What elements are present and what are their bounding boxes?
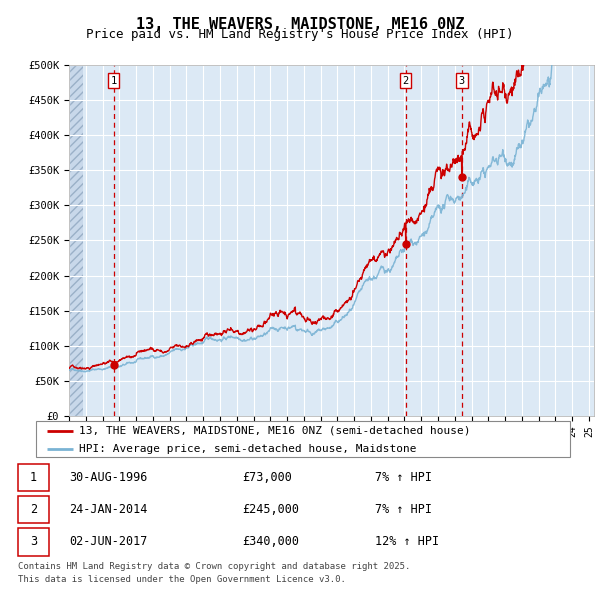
FancyBboxPatch shape <box>18 529 49 556</box>
Text: 1: 1 <box>110 76 117 86</box>
FancyBboxPatch shape <box>36 421 570 457</box>
Text: £73,000: £73,000 <box>242 471 292 484</box>
Text: 2: 2 <box>403 76 409 86</box>
Text: 13, THE WEAVERS, MAIDSTONE, ME16 0NZ: 13, THE WEAVERS, MAIDSTONE, ME16 0NZ <box>136 17 464 31</box>
Text: This data is licensed under the Open Government Licence v3.0.: This data is licensed under the Open Gov… <box>18 575 346 584</box>
Text: 13, THE WEAVERS, MAIDSTONE, ME16 0NZ (semi-detached house): 13, THE WEAVERS, MAIDSTONE, ME16 0NZ (se… <box>79 425 470 435</box>
FancyBboxPatch shape <box>18 464 49 491</box>
Text: 7% ↑ HPI: 7% ↑ HPI <box>375 471 432 484</box>
Text: 24-JAN-2014: 24-JAN-2014 <box>70 503 148 516</box>
Text: 3: 3 <box>30 535 37 548</box>
Text: Price paid vs. HM Land Registry's House Price Index (HPI): Price paid vs. HM Land Registry's House … <box>86 28 514 41</box>
Text: 30-AUG-1996: 30-AUG-1996 <box>70 471 148 484</box>
Text: 12% ↑ HPI: 12% ↑ HPI <box>375 535 439 548</box>
Bar <box>69 65 83 416</box>
Text: HPI: Average price, semi-detached house, Maidstone: HPI: Average price, semi-detached house,… <box>79 444 416 454</box>
Text: 7% ↑ HPI: 7% ↑ HPI <box>375 503 432 516</box>
Text: 02-JUN-2017: 02-JUN-2017 <box>70 535 148 548</box>
Text: £245,000: £245,000 <box>242 503 299 516</box>
Text: 2: 2 <box>30 503 37 516</box>
Text: £340,000: £340,000 <box>242 535 299 548</box>
Text: 1: 1 <box>30 471 37 484</box>
Text: Contains HM Land Registry data © Crown copyright and database right 2025.: Contains HM Land Registry data © Crown c… <box>18 562 410 571</box>
FancyBboxPatch shape <box>18 496 49 523</box>
Text: 3: 3 <box>459 76 465 86</box>
